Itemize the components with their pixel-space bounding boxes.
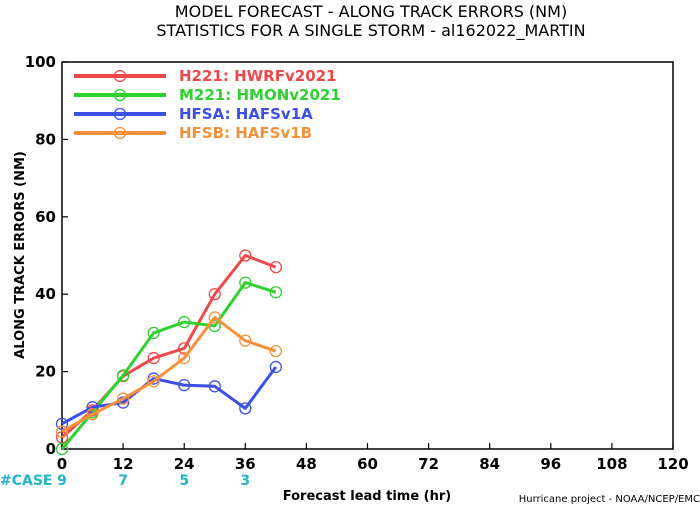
- y-tick-label: 40: [35, 285, 56, 303]
- x-tick-label: 12: [113, 455, 134, 473]
- data-point: [178, 315, 191, 329]
- series-3: [55, 311, 283, 438]
- data-point: [116, 369, 130, 382]
- x-axis: 0 12 24 36 48 60 72 84 96 108 120: [57, 443, 689, 473]
- legend-label: H221: HWRFv2021: [179, 67, 337, 85]
- data-point: [208, 288, 221, 301]
- legend-item: HFSA: HAFSv1A: [74, 105, 313, 123]
- data-point: [239, 334, 252, 347]
- x-tick-label: 96: [540, 455, 561, 473]
- y-tick-label: 80: [35, 130, 56, 148]
- data-point: [178, 378, 191, 392]
- data-point: [208, 380, 221, 393]
- y-tick-label: 100: [25, 53, 56, 71]
- data-point: [269, 286, 283, 299]
- data-point: [147, 351, 160, 365]
- data-point: [116, 392, 130, 405]
- case-count: 7: [118, 473, 128, 489]
- y-axis-label: ALONG TRACK ERRORS (NM): [13, 151, 28, 359]
- x-axis-label: Forecast lead time (hr): [283, 489, 451, 504]
- series-2: [55, 360, 283, 430]
- x-tick-label: 60: [357, 455, 378, 473]
- y-tick-label: 20: [35, 363, 56, 381]
- data-point: [55, 442, 69, 456]
- y-tick-label: 0: [46, 440, 56, 458]
- legend-label: HFSA: HAFSv1A: [179, 105, 313, 123]
- x-tick-label: 108: [596, 455, 627, 473]
- legend-marker: [113, 88, 127, 102]
- data-point: [269, 344, 283, 358]
- series-1: [55, 276, 283, 456]
- chart-subtitle: STATISTICS FOR A SINGLE STORM - al162022…: [156, 21, 585, 41]
- data-point: [147, 375, 160, 388]
- case-counts: #CASE 9 7 5 3: [0, 473, 250, 489]
- y-axis: 0 20 40 60 80 100: [25, 53, 68, 458]
- plot-area: [61, 61, 674, 450]
- x-tick-label: 72: [418, 455, 439, 473]
- x-tick-label: 36: [235, 455, 256, 473]
- legend-item: M221: HMONv2021: [74, 86, 341, 104]
- x-tick-label: 24: [174, 455, 195, 473]
- case-count: 5: [179, 473, 189, 489]
- legend-marker: [113, 69, 127, 83]
- data-point: [86, 408, 99, 421]
- case-count: 9: [57, 473, 67, 489]
- legend-marker: [113, 107, 127, 121]
- data-point: [178, 351, 191, 365]
- legend-marker: [113, 126, 127, 140]
- x-tick-label: 120: [657, 455, 688, 473]
- data-point: [55, 425, 69, 438]
- legend-item: HFSB: HAFSv1B: [74, 124, 312, 142]
- x-tick-label: 84: [479, 455, 500, 473]
- data-point: [269, 260, 283, 274]
- legend-label: HFSB: HAFSv1B: [179, 124, 312, 142]
- data-point: [208, 311, 221, 324]
- data-point: [269, 360, 283, 374]
- data-point: [147, 326, 160, 340]
- legend-label: M221: HMONv2021: [179, 86, 341, 104]
- x-tick-label: 0: [57, 455, 67, 473]
- data-point: [55, 417, 69, 430]
- series-line: [61, 315, 277, 433]
- data-point: [239, 249, 252, 262]
- x-tick-label: 48: [296, 455, 317, 473]
- y-tick-label: 60: [35, 208, 56, 226]
- case-count: 3: [240, 473, 250, 489]
- data-point: [239, 402, 252, 415]
- legend-item: H221: HWRFv2021: [74, 67, 337, 85]
- data-point: [239, 276, 252, 289]
- series-line: [60, 281, 277, 450]
- chart-title: MODEL FORECAST - ALONG TRACK ERRORS (NM): [175, 2, 567, 21]
- case-label: #CASE: [0, 473, 53, 489]
- series-layer: [55, 249, 283, 456]
- credit-text: Hurricane project - NOAA/NCEP/EMC: [519, 494, 700, 505]
